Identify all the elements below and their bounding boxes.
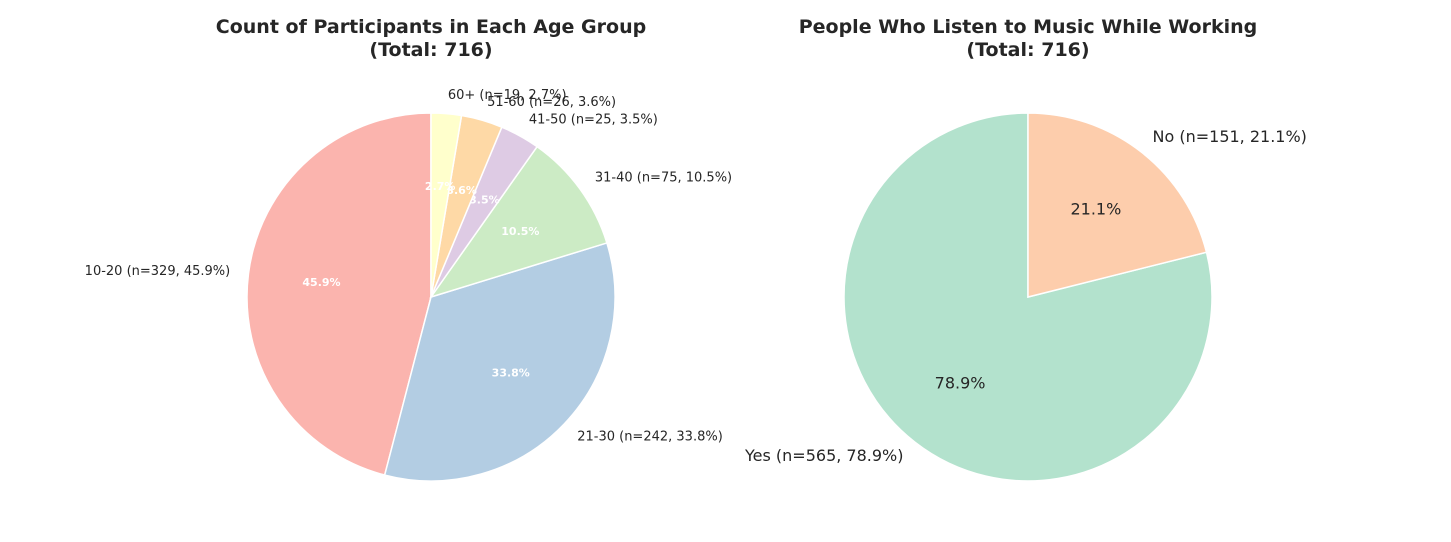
age-pct-label-60plus: 2.7% xyxy=(425,180,456,193)
age-outer-label-41-50: 41-50 (n=25, 3.5%) xyxy=(529,112,658,127)
age-pct-label-51-60: 3.6% xyxy=(446,184,477,197)
music-slice-no xyxy=(1027,112,1208,298)
age-outer-label-21-30: 21-30 (n=242, 33.8%) xyxy=(577,429,723,444)
age-pct-label-41-50: 3.5% xyxy=(469,193,500,206)
age-group-pie: 10-20 (n=329, 45.9%) 45.9% 21-30 (n=242, 3… xyxy=(85,88,732,482)
age-chart-title-line2: (Total: 716) xyxy=(369,39,492,61)
music-chart-title-line1: People Who Listen to Music While Working xyxy=(799,16,1258,38)
music-listening-pie: Yes (n=565, 78.9%) 78.9% No (n=151, 21.1%)… xyxy=(744,112,1307,482)
music-chart-title-line2: (Total: 716) xyxy=(966,39,1089,61)
music-pct-label-no: 21.1% xyxy=(1070,199,1121,218)
age-pct-label-21-30: 33.8% xyxy=(492,366,530,379)
age-pct-label-10-20: 45.9% xyxy=(302,276,340,289)
music-pct-label-yes: 78.9% xyxy=(935,374,986,393)
age-outer-label-60plus: 60+ (n=19, 2.7%) xyxy=(448,88,567,103)
age-outer-label-51-60: 51-60 (n=26, 3.6%) xyxy=(487,95,616,110)
age-chart-title-line1: Count of Participants in Each Age Group xyxy=(216,16,646,38)
age-outer-label-10-20: 10-20 (n=329, 45.9%) xyxy=(85,264,231,279)
age-pct-label-31-40: 10.5% xyxy=(501,225,539,238)
age-slice-21-30 xyxy=(383,241,616,482)
music-slice-yes xyxy=(843,112,1213,482)
age-slice-60plus xyxy=(430,112,463,298)
age-slice-31-40 xyxy=(429,145,608,299)
music-outer-label-no: No (n=151, 21.1%) xyxy=(1153,127,1307,146)
music-outer-label-yes: Yes (n=565, 78.9%) xyxy=(744,446,903,465)
age-outer-label-31-40: 31-40 (n=75, 10.5%) xyxy=(595,171,732,186)
age-slice-10-20 xyxy=(246,112,432,476)
